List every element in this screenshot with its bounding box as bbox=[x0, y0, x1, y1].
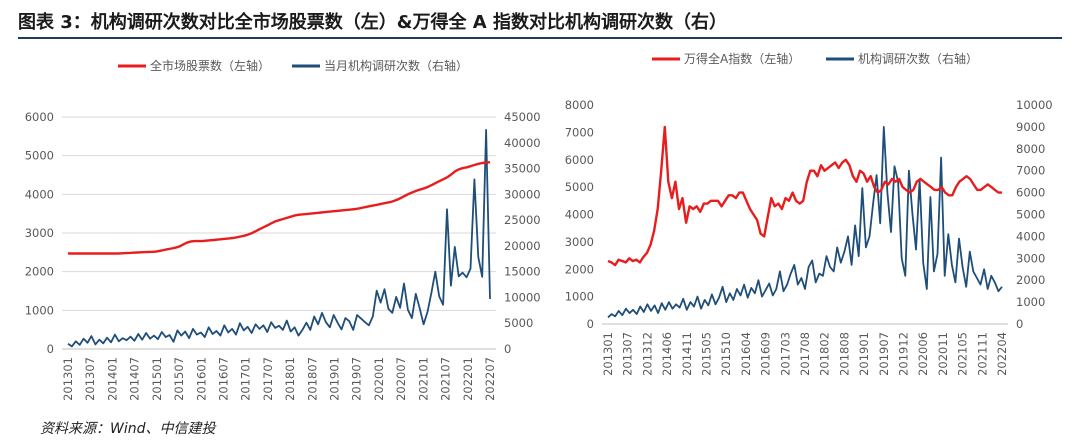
y-left-tick-label: 5000 bbox=[25, 149, 54, 163]
x-tick-label: 201407 bbox=[128, 357, 142, 401]
x-tick-label: 201703 bbox=[778, 332, 792, 376]
x-tick-label: 201701 bbox=[239, 357, 253, 401]
y-right-tick-label: 0 bbox=[1016, 317, 1023, 331]
source-note: 资料来源：Wind、中信建投 bbox=[40, 421, 216, 437]
x-tick-label: 201707 bbox=[261, 357, 275, 401]
legend-label: 万得全A指数（左轴） bbox=[684, 51, 800, 66]
figure-header: 图表 3：机构调研次数对比全市场股票数（左）&万得全 A 指数对比机构调研次数（… bbox=[18, 8, 1062, 39]
y-right-tick-label: 10000 bbox=[504, 290, 540, 304]
y-right-tick-label: 1000 bbox=[1016, 295, 1045, 309]
x-tick-label: 201406 bbox=[660, 332, 674, 376]
y-right-tick-label: 35000 bbox=[504, 162, 540, 176]
x-tick-label: 202111 bbox=[975, 332, 989, 376]
series-line-left-axis bbox=[607, 125, 1002, 267]
legend-label: 全市场股票数（左轴） bbox=[150, 58, 270, 73]
x-tick-label: 202001 bbox=[372, 357, 386, 401]
y-right-tick-label: 45000 bbox=[504, 110, 540, 124]
x-tick-label: 202007 bbox=[394, 357, 408, 401]
x-tick-label: 201907 bbox=[877, 332, 891, 376]
x-tick-label: 201912 bbox=[897, 332, 911, 376]
x-tick-label: 201601 bbox=[194, 357, 208, 401]
x-tick-label: 201708 bbox=[798, 332, 812, 376]
x-tick-label: 201808 bbox=[837, 332, 851, 376]
x-tick-label: 201307 bbox=[83, 357, 97, 401]
y-right-tick-label: 30000 bbox=[504, 187, 540, 201]
figure-title: 图表 3：机构调研次数对比全市场股票数（左）&万得全 A 指数对比机构调研次数（… bbox=[18, 12, 727, 33]
x-tick-label: 202107 bbox=[439, 357, 453, 401]
x-tick-label: 201507 bbox=[172, 357, 186, 401]
y-right-tick-label: 6000 bbox=[1016, 186, 1045, 200]
x-tick-label: 202011 bbox=[936, 332, 950, 376]
y-right-tick-label: 7000 bbox=[1016, 164, 1045, 178]
x-tick-label: 201301 bbox=[61, 357, 75, 401]
series-line-right-axis bbox=[67, 129, 491, 348]
series-line-left-axis bbox=[68, 161, 491, 255]
x-tick-label: 201801 bbox=[283, 357, 297, 401]
y-right-tick-label: 10000 bbox=[1016, 98, 1053, 112]
x-tick-label: 201604 bbox=[739, 332, 753, 376]
y-left-tick-label: 0 bbox=[587, 317, 594, 331]
y-left-tick-label: 2000 bbox=[565, 262, 594, 276]
x-tick-label: 201607 bbox=[216, 357, 230, 401]
x-tick-label: 201301 bbox=[601, 332, 615, 376]
y-right-tick-label: 40000 bbox=[504, 136, 540, 150]
y-left-tick-label: 5000 bbox=[565, 180, 594, 194]
x-tick-label: 201312 bbox=[640, 332, 654, 376]
x-tick-label: 202204 bbox=[995, 332, 1009, 376]
y-left-tick-label: 1000 bbox=[565, 290, 594, 304]
y-left-tick-label: 7000 bbox=[565, 125, 594, 139]
x-tick-label: 201907 bbox=[350, 357, 364, 401]
y-right-tick-label: 8000 bbox=[1016, 142, 1045, 156]
y-right-tick-label: 20000 bbox=[504, 239, 540, 253]
y-right-tick-label: 5000 bbox=[1016, 208, 1045, 222]
y-left-tick-label: 8000 bbox=[565, 98, 594, 112]
x-tick-label: 201901 bbox=[857, 332, 871, 376]
title-rule bbox=[18, 37, 1062, 39]
y-left-tick-label: 4000 bbox=[565, 208, 594, 222]
x-tick-label: 201401 bbox=[105, 357, 119, 401]
y-right-tick-label: 3000 bbox=[1016, 251, 1045, 265]
x-tick-label: 201307 bbox=[621, 332, 635, 376]
x-tick-label: 201807 bbox=[305, 357, 319, 401]
series-line-right-axis bbox=[607, 126, 1003, 319]
x-tick-label: 201609 bbox=[759, 332, 773, 376]
chart-left: 0 1000 2000 3000 4000 5000 6000 0 5000 10000 15000… bbox=[25, 58, 540, 401]
x-tick-label: 201802 bbox=[818, 332, 832, 376]
x-tick-label: 202207 bbox=[483, 357, 497, 401]
x-tick-label: 201901 bbox=[328, 357, 342, 401]
y-left-tick-label: 1000 bbox=[25, 303, 54, 317]
y-left-tick-label: 3000 bbox=[25, 226, 54, 240]
y-left-tick-label: 3000 bbox=[565, 235, 594, 249]
x-tick-label: 202006 bbox=[916, 332, 930, 376]
y-left-tick-label: 0 bbox=[47, 342, 54, 356]
x-tick-label: 202101 bbox=[416, 357, 430, 401]
x-tick-label: 202201 bbox=[461, 357, 475, 401]
x-tick-label: 201411 bbox=[680, 332, 694, 376]
y-left-tick-label: 4000 bbox=[25, 187, 54, 201]
y-left-tick-label: 6000 bbox=[25, 110, 54, 124]
y-right-tick-label: 25000 bbox=[504, 213, 540, 227]
y-right-tick-label: 2000 bbox=[1016, 273, 1045, 287]
chart-right: 0 1000 2000 3000 4000 5000 6000 7000 8000 0 1000 20… bbox=[565, 51, 1053, 376]
y-left-tick-label: 6000 bbox=[565, 153, 594, 167]
y-right-tick-label: 9000 bbox=[1016, 120, 1045, 134]
x-tick-label: 201510 bbox=[719, 332, 733, 376]
y-right-tick-label: 4000 bbox=[1016, 229, 1045, 243]
y-right-tick-label: 15000 bbox=[504, 265, 540, 279]
y-right-tick-label: 5000 bbox=[504, 316, 533, 330]
x-tick-label: 201501 bbox=[150, 357, 164, 401]
x-tick-label: 202105 bbox=[956, 332, 970, 376]
x-tick-label: 201505 bbox=[700, 332, 714, 376]
legend-label: 当月机构调研次数（右轴） bbox=[324, 58, 468, 73]
y-left-tick-label: 2000 bbox=[25, 265, 54, 279]
y-right-tick-label: 0 bbox=[504, 342, 511, 356]
legend-label: 机构调研次数（右轴） bbox=[858, 51, 978, 66]
